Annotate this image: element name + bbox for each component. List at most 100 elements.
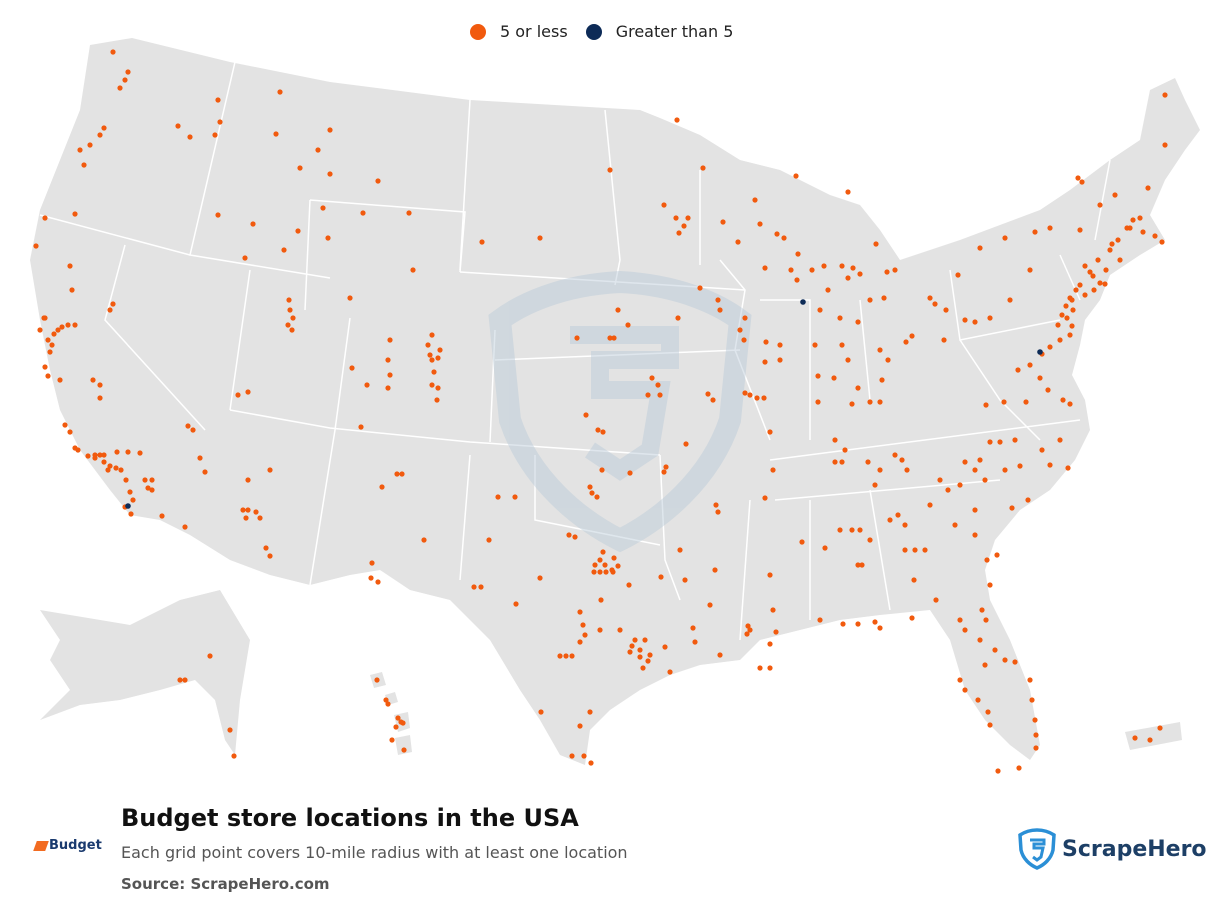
location-dot-low bbox=[591, 569, 597, 575]
location-dot-low bbox=[685, 215, 691, 221]
location-dot-low bbox=[1130, 217, 1136, 223]
location-dot-low bbox=[710, 397, 716, 403]
location-dot-low bbox=[637, 654, 643, 660]
location-dot-high bbox=[125, 503, 131, 509]
location-dot-low bbox=[767, 641, 773, 647]
legend-item-high: Greater than 5 bbox=[585, 22, 734, 41]
legend: 5 or less Greater than 5 bbox=[470, 22, 733, 41]
location-dot-low bbox=[943, 307, 949, 313]
location-dot-low bbox=[1115, 237, 1121, 243]
location-dot-low bbox=[182, 677, 188, 683]
location-dot-low bbox=[393, 724, 399, 730]
location-dot-low bbox=[537, 575, 543, 581]
location-dot-low bbox=[767, 572, 773, 578]
location-dot-low bbox=[57, 377, 63, 383]
location-dot-low bbox=[682, 577, 688, 583]
location-dot-low bbox=[273, 131, 279, 137]
location-dot-low bbox=[1063, 303, 1069, 309]
location-dot-low bbox=[479, 239, 485, 245]
location-dot-low bbox=[879, 377, 885, 383]
location-dot-low bbox=[1067, 332, 1073, 338]
location-dot-low bbox=[982, 477, 988, 483]
location-dot-low bbox=[1073, 287, 1079, 293]
location-dot-low bbox=[655, 382, 661, 388]
location-dot-low bbox=[289, 327, 295, 333]
location-dot-low bbox=[325, 235, 331, 241]
location-dot-low bbox=[877, 399, 883, 405]
location-dot-low bbox=[242, 255, 248, 261]
location-dot-low bbox=[773, 629, 779, 635]
location-dot-low bbox=[881, 295, 887, 301]
location-dot-low bbox=[1012, 437, 1018, 443]
location-dot-low bbox=[364, 382, 370, 388]
location-dot-low bbox=[1027, 267, 1033, 273]
location-dot-low bbox=[245, 477, 251, 483]
location-dot-low bbox=[700, 165, 706, 171]
location-dot-low bbox=[72, 211, 78, 217]
location-dot-low bbox=[611, 555, 617, 561]
location-dot-low bbox=[737, 327, 743, 333]
location-dot-low bbox=[1075, 175, 1081, 181]
location-dot-low bbox=[81, 162, 87, 168]
location-dot-low bbox=[207, 653, 213, 659]
us-mainland-shape bbox=[30, 38, 1200, 765]
location-dot-low bbox=[425, 342, 431, 348]
location-dot-low bbox=[821, 263, 827, 269]
location-dot-low bbox=[145, 485, 151, 491]
location-dot-low bbox=[774, 231, 780, 237]
location-dot-high bbox=[1037, 349, 1043, 355]
location-dot-low bbox=[582, 632, 588, 638]
legend-label-high: Greater than 5 bbox=[615, 22, 734, 41]
location-dot-low bbox=[884, 269, 890, 275]
budget-logo-mark bbox=[33, 840, 49, 851]
location-dot-low bbox=[435, 385, 441, 391]
location-dot-low bbox=[957, 482, 963, 488]
location-dot-low bbox=[159, 513, 165, 519]
location-dot-low bbox=[105, 467, 111, 473]
location-dot-low bbox=[1137, 215, 1143, 221]
location-dot-low bbox=[855, 385, 861, 391]
location-dot-low bbox=[872, 482, 878, 488]
location-dot-low bbox=[1090, 273, 1096, 279]
location-dot-low bbox=[1057, 437, 1063, 443]
location-dot-low bbox=[257, 515, 263, 521]
location-dot-low bbox=[117, 85, 123, 91]
location-dot-low bbox=[877, 347, 883, 353]
location-dot-low bbox=[389, 737, 395, 743]
location-dot-low bbox=[107, 463, 113, 469]
location-dot-low bbox=[1037, 375, 1043, 381]
location-dot-low bbox=[1027, 677, 1033, 683]
location-dot-low bbox=[142, 477, 148, 483]
location-dot-low bbox=[1117, 257, 1123, 263]
location-dot-low bbox=[72, 445, 78, 451]
scrapehero-logo-text: ScrapeHero bbox=[1062, 836, 1207, 862]
location-dot-low bbox=[855, 621, 861, 627]
location-dot-low bbox=[263, 545, 269, 551]
location-dot-low bbox=[617, 627, 623, 633]
location-dot-low bbox=[762, 359, 768, 365]
location-dot-low bbox=[720, 219, 726, 225]
location-dot-low bbox=[597, 557, 603, 563]
location-dot-low bbox=[130, 497, 136, 503]
location-dot-low bbox=[486, 537, 492, 543]
location-dot-low bbox=[217, 119, 223, 125]
location-dot-low bbox=[1069, 297, 1075, 303]
location-dot-low bbox=[657, 392, 663, 398]
location-dot-low bbox=[277, 89, 283, 95]
location-dot-low bbox=[857, 527, 863, 533]
location-dot-low bbox=[1162, 92, 1168, 98]
location-dot-low bbox=[383, 697, 389, 703]
location-dot-low bbox=[645, 658, 651, 664]
location-dot-low bbox=[1001, 399, 1007, 405]
location-dot-low bbox=[149, 487, 155, 493]
location-dot-low bbox=[202, 469, 208, 475]
location-dot-low bbox=[840, 621, 846, 627]
dots-low-layer bbox=[33, 49, 1168, 774]
location-dot-low bbox=[992, 647, 998, 653]
map-title: Budget store locations in the USA bbox=[121, 804, 579, 832]
location-dot-low bbox=[747, 627, 753, 633]
location-dot-low bbox=[512, 494, 518, 500]
location-dot-low bbox=[979, 607, 985, 613]
location-dot-low bbox=[101, 125, 107, 131]
location-dot-low bbox=[877, 467, 883, 473]
